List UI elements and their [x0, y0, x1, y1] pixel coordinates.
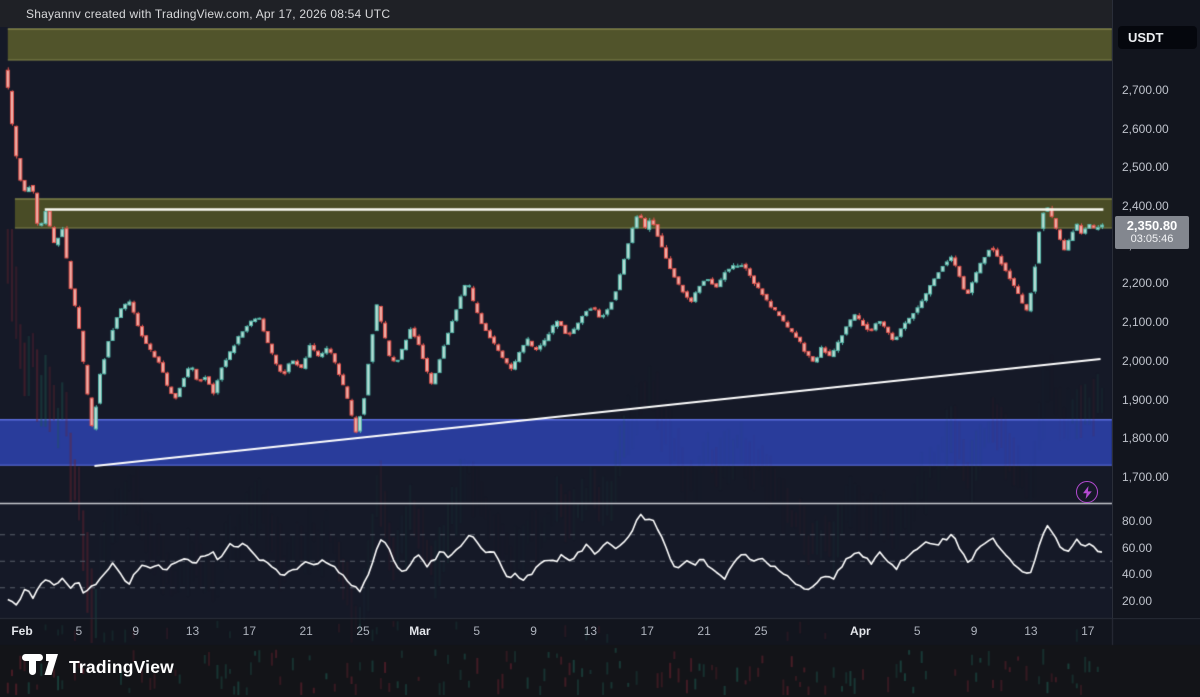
- price-axis-panel[interactable]: [1112, 0, 1200, 618]
- tradingview-logo-text: TradingView: [69, 656, 174, 677]
- time-tick-label: 17: [640, 624, 654, 638]
- time-tick-label: 17: [242, 624, 257, 638]
- price-tick-label: 2,600.00: [1122, 121, 1169, 136]
- time-tick-label: 9: [132, 624, 140, 638]
- time-tick-label: 21: [697, 624, 711, 638]
- time-tick-label: 9: [970, 624, 978, 638]
- rsi-tick-label: 80.00: [1122, 514, 1153, 528]
- price-tick-label: 1,800.00: [1122, 431, 1169, 446]
- quote-currency-badge: USDT: [1118, 26, 1197, 49]
- lightning-bolt-icon: [1082, 485, 1092, 499]
- time-tick-label: 5: [75, 624, 83, 638]
- time-tick-month-label: Feb: [11, 624, 33, 638]
- time-tick-label: 25: [356, 624, 370, 638]
- tradingview-mark-icon: [22, 654, 58, 675]
- price-tick-label: 2,400.00: [1122, 199, 1169, 213]
- time-tick-label: 5: [473, 624, 481, 638]
- time-tick-label: 17: [1081, 624, 1095, 638]
- tradingview-logo[interactable]: TradingView: [22, 654, 174, 680]
- price-tick-label: 2,100.00: [1122, 315, 1169, 330]
- time-tick-label: 25: [754, 624, 768, 638]
- price-tick-label: 2,700.00: [1122, 82, 1169, 97]
- bar-countdown: 03:05:46: [1130, 233, 1174, 245]
- rsi-tick-label: 40.00: [1122, 567, 1153, 581]
- time-tick-label: 13: [1024, 624, 1038, 638]
- watermark-text: Shayannv created with TradingView.com, A…: [26, 6, 391, 21]
- price-tick-label: 2,000.00: [1122, 353, 1169, 368]
- instant-order-lightning-icon[interactable]: [1076, 481, 1098, 503]
- time-tick-label: 13: [583, 624, 598, 638]
- time-tick-month-label: Mar: [409, 624, 431, 638]
- price-tick-label: 1,700.00: [1122, 470, 1169, 485]
- rsi-tick-label: 60.00: [1122, 540, 1153, 555]
- time-tick-label: 9: [530, 624, 537, 638]
- price-tick-label: 1,900.00: [1122, 392, 1169, 407]
- time-tick-month-label: Apr: [850, 624, 871, 638]
- watermark-bar: Shayannv created with TradingView.com, A…: [0, 0, 1112, 27]
- last-price-value: 2,350.80: [1126, 218, 1178, 233]
- last-price-badge[interactable]: 2,350.80 03:05:46: [1115, 216, 1189, 249]
- time-tick-label: 5: [913, 624, 921, 638]
- price-tick-label: 2,500.00: [1122, 160, 1169, 175]
- time-tick-label: 13: [185, 624, 200, 638]
- price-tick-label: 2,200.00: [1122, 276, 1169, 291]
- time-tick-label: 21: [299, 624, 313, 638]
- rsi-tick-label: 20.00: [1122, 593, 1153, 608]
